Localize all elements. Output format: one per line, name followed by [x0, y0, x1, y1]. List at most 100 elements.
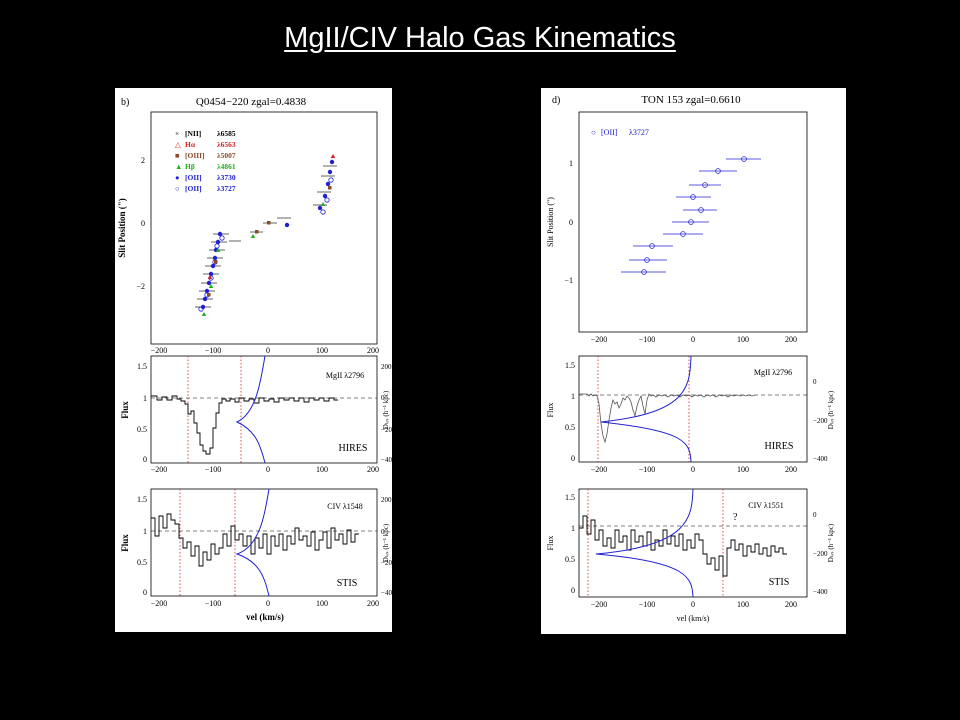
mgii-panel-frame: [578, 355, 808, 463]
figure-ton153: d) TON 153 zgal=0.6610 Slit Position (")…: [541, 88, 846, 634]
y-tick: 1: [143, 394, 147, 403]
right-tick: 0: [381, 528, 385, 536]
slit-panel-frame: [150, 111, 378, 345]
slit-data-points: [195, 154, 337, 316]
y-tick: 0: [569, 218, 573, 227]
x-tick: 200: [367, 346, 379, 355]
legend-ion: Hβ: [185, 162, 195, 171]
y-tick: 1.5: [565, 493, 575, 502]
x-tick: 0: [691, 465, 695, 474]
halo-model-curve: [595, 488, 694, 598]
flux-ylabel: Flux: [120, 401, 130, 419]
legend-line: λ6585: [217, 129, 236, 138]
x-tick: −200: [591, 335, 608, 344]
figure-q0454: b) Q0454−220 zgal=0.4838 Slit Position (…: [115, 88, 396, 632]
legend-ion: Hα: [185, 140, 196, 149]
x-tick: −100: [205, 465, 222, 474]
halo-model-curve: [600, 355, 692, 463]
y-tick: 1.5: [137, 362, 147, 371]
y-tick: 0.5: [565, 555, 575, 564]
x-tick: 200: [785, 465, 797, 474]
figure-q0454-plot: b) Q0454−220 zgal=0.4838 Slit Position (…: [117, 96, 396, 622]
x-tick: 0: [266, 465, 270, 474]
legend-ion: [OIII]: [185, 151, 205, 160]
x-axis-label: vel (km/s): [246, 612, 284, 622]
y-tick: 0: [141, 219, 145, 228]
legend-marker: ■: [175, 151, 180, 160]
legend-line: λ3727: [217, 184, 236, 193]
right-axis-label: Dₗₒₛ (h⁻¹ kpc): [827, 523, 835, 562]
x-tick: −200: [151, 599, 168, 608]
civ-panel-frame: [150, 488, 378, 597]
legend-marker: ○: [175, 184, 180, 193]
flux-ylabel: Flux: [546, 403, 555, 418]
x-tick: −100: [639, 465, 656, 474]
legend-line: λ3730: [217, 173, 236, 182]
slit-panel-frame: [578, 111, 808, 333]
right-tick: −400: [813, 588, 828, 596]
legend-marker: △: [175, 140, 182, 149]
x-tick: 0: [691, 335, 695, 344]
legend-line: λ3727: [629, 128, 649, 137]
y-tick: 1.5: [137, 495, 147, 504]
y-tick: 0.5: [565, 423, 575, 432]
panel-letter: d): [552, 95, 560, 106]
halo-model-curve: [235, 355, 266, 464]
halo-model-curve: [235, 488, 270, 597]
right-axis-label: Dₗₒₛ (h⁻¹ kpc): [382, 390, 390, 429]
legend-marker: ▲: [175, 162, 182, 171]
right-tick: −400: [813, 455, 828, 463]
y-tick: 0: [571, 586, 575, 595]
right-tick: −400: [381, 589, 392, 597]
line-label: MgII λ2796: [754, 368, 792, 377]
x-tick: −100: [205, 346, 222, 355]
right-tick: −200: [813, 550, 828, 558]
legend-marker: ●: [175, 173, 180, 182]
line-label: MgII λ2796: [326, 371, 364, 380]
y-tick: 0: [143, 588, 147, 597]
right-axis-label: Dₗₒₛ (h⁻¹ kpc): [827, 390, 835, 429]
right-tick: 0: [813, 511, 817, 519]
y-tick: 0.5: [137, 425, 147, 434]
right-tick: 0: [813, 378, 817, 386]
civ-spectrum: [151, 513, 359, 567]
x-tick: 0: [691, 600, 695, 609]
civ-spectrum: [579, 515, 787, 577]
annotation-question: ?: [733, 512, 738, 523]
y-tick: 0: [143, 455, 147, 464]
slit-ylabel: Slit Position ("): [117, 198, 127, 258]
y-tick: 1: [571, 392, 575, 401]
y-tick: 0: [571, 454, 575, 463]
x-tick: 0: [266, 599, 270, 608]
right-tick: −400: [381, 456, 392, 464]
x-tick: 100: [316, 346, 328, 355]
slit-data-points: [621, 156, 761, 275]
slit-legend: ○ [OII] λ3727: [591, 128, 649, 137]
instrument-label: HIRES: [339, 443, 368, 454]
figure-title: TON 153 zgal=0.6610: [641, 94, 741, 106]
x-tick: −200: [151, 346, 168, 355]
line-label: CIV λ1548: [327, 502, 363, 511]
slide-title: MgII/CIV Halo Gas Kinematics: [284, 22, 676, 54]
y-tick: 1: [571, 524, 575, 533]
legend-ion: [OII]: [185, 184, 202, 193]
y-tick: 1: [143, 527, 147, 536]
instrument-label: HIRES: [765, 441, 794, 452]
flux-ylabel: Flux: [546, 536, 555, 551]
right-axis-label: Dₗₒₛ (h⁻¹ kpc): [382, 523, 390, 562]
x-tick: 100: [316, 465, 328, 474]
instrument-label: STIS: [769, 577, 790, 588]
mgii-panel-frame: [150, 355, 378, 464]
x-tick: 200: [367, 465, 379, 474]
right-tick: 200: [381, 363, 392, 371]
x-tick: 100: [737, 465, 749, 474]
x-tick: 100: [737, 600, 749, 609]
x-tick: 100: [316, 599, 328, 608]
x-tick: −100: [639, 335, 656, 344]
right-tick: 0: [381, 394, 385, 402]
instrument-label: STIS: [337, 578, 358, 589]
legend-ion: [OII]: [601, 128, 618, 137]
legend-line: λ5007: [217, 151, 236, 160]
x-tick: −200: [591, 600, 608, 609]
y-tick: 1.5: [565, 361, 575, 370]
